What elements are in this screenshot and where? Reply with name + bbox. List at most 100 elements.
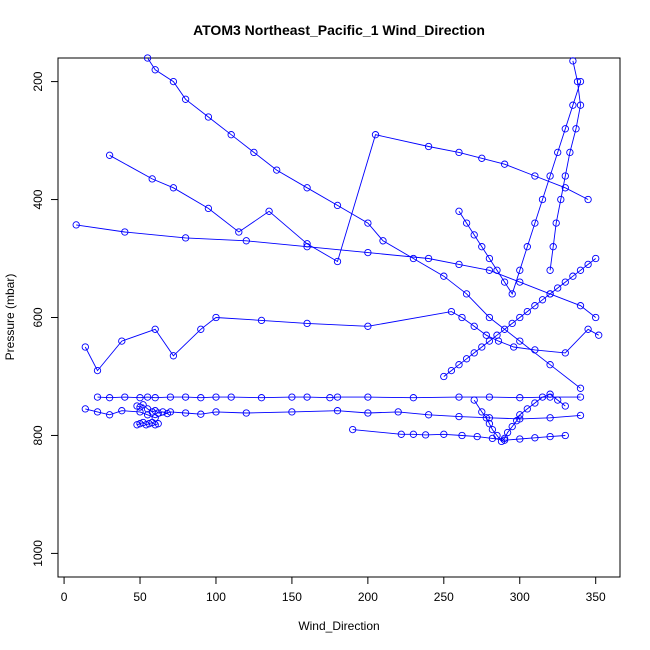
y-tick-label: 800 <box>31 425 45 445</box>
data-point <box>538 296 547 304</box>
data-point <box>303 240 311 248</box>
data-point <box>303 319 311 328</box>
data-point <box>181 234 190 242</box>
data-point <box>516 435 524 443</box>
data-point <box>561 125 569 133</box>
data-point <box>531 219 539 227</box>
data-point <box>105 411 114 419</box>
data-point <box>409 254 418 263</box>
data-point <box>508 319 516 328</box>
data-point <box>584 325 592 333</box>
data-point <box>592 313 600 322</box>
data-point <box>573 77 582 86</box>
data-point <box>169 77 178 86</box>
data-point <box>440 430 448 438</box>
data-point <box>561 402 569 410</box>
data-point <box>257 394 266 402</box>
data-point <box>576 101 585 109</box>
data-point <box>552 219 560 227</box>
data-point <box>493 331 501 339</box>
data-point <box>485 393 494 401</box>
data-point <box>455 393 463 401</box>
data-point <box>364 393 372 401</box>
data-point <box>584 260 592 269</box>
data-point <box>139 401 147 409</box>
data-point <box>478 408 486 416</box>
data-point <box>462 219 471 227</box>
data-point <box>516 313 524 322</box>
data-point <box>572 125 580 133</box>
data-point <box>424 142 433 151</box>
data-point <box>554 284 562 292</box>
data-point <box>546 414 554 422</box>
series-line-10 <box>443 258 596 377</box>
data-point <box>421 431 430 439</box>
data-point <box>557 195 565 204</box>
data-point <box>478 343 486 351</box>
series-line-9 <box>473 393 566 443</box>
data-point <box>265 207 273 215</box>
data-point <box>455 361 463 369</box>
data-point <box>569 101 577 109</box>
data-point <box>333 257 342 266</box>
data-point <box>500 434 509 443</box>
data-point <box>538 195 547 204</box>
data-point <box>227 131 235 139</box>
data-point <box>379 237 387 245</box>
y-axis: 200 400 600 800 1000 <box>31 71 58 567</box>
data-point <box>212 408 220 416</box>
data-point <box>516 337 524 345</box>
data-point <box>510 343 518 351</box>
data-point <box>576 393 585 401</box>
y-tick-label: 200 <box>31 71 45 91</box>
data-point <box>576 77 585 86</box>
x-tick-label: 0 <box>61 590 68 604</box>
series-lines <box>76 57 599 443</box>
data-point <box>227 393 235 401</box>
data-point <box>523 307 531 316</box>
data-point <box>166 393 175 401</box>
data-point <box>257 316 266 325</box>
y-tick-label: 400 <box>31 189 45 209</box>
data-point <box>151 394 159 402</box>
data-point <box>333 393 342 401</box>
data-point <box>488 425 497 434</box>
data-point <box>462 355 471 363</box>
series-line-2 <box>109 134 589 263</box>
data-point <box>546 432 554 441</box>
data-point <box>364 219 372 227</box>
data-point <box>154 420 162 428</box>
data-point <box>546 361 554 369</box>
data-point <box>133 421 141 429</box>
data-point <box>531 346 539 354</box>
data-point <box>592 254 600 263</box>
data-point <box>478 154 486 162</box>
data-point <box>561 431 569 440</box>
data-point <box>303 393 311 401</box>
data-point <box>93 408 102 416</box>
data-point <box>397 430 405 438</box>
data-point <box>250 148 258 157</box>
data-point <box>424 254 433 263</box>
data-point <box>93 393 102 401</box>
data-point <box>516 266 524 274</box>
data-point <box>554 396 562 404</box>
series-line-5 <box>85 408 581 420</box>
data-point <box>569 272 577 280</box>
data-point <box>500 160 509 168</box>
data-point <box>485 254 494 263</box>
series-line-11 <box>458 81 581 295</box>
series-line-1 <box>147 57 581 389</box>
data-point <box>303 184 311 192</box>
data-point <box>546 266 554 274</box>
data-point <box>118 337 126 345</box>
data-point <box>118 407 126 415</box>
x-axis: 0 50 100 150 200 250 300 350 <box>61 577 606 604</box>
data-point <box>485 313 494 322</box>
data-point <box>81 405 89 413</box>
data-point <box>470 231 478 239</box>
data-point <box>531 399 539 407</box>
data-point <box>503 428 512 437</box>
data-point <box>204 113 213 121</box>
data-point <box>394 408 402 416</box>
